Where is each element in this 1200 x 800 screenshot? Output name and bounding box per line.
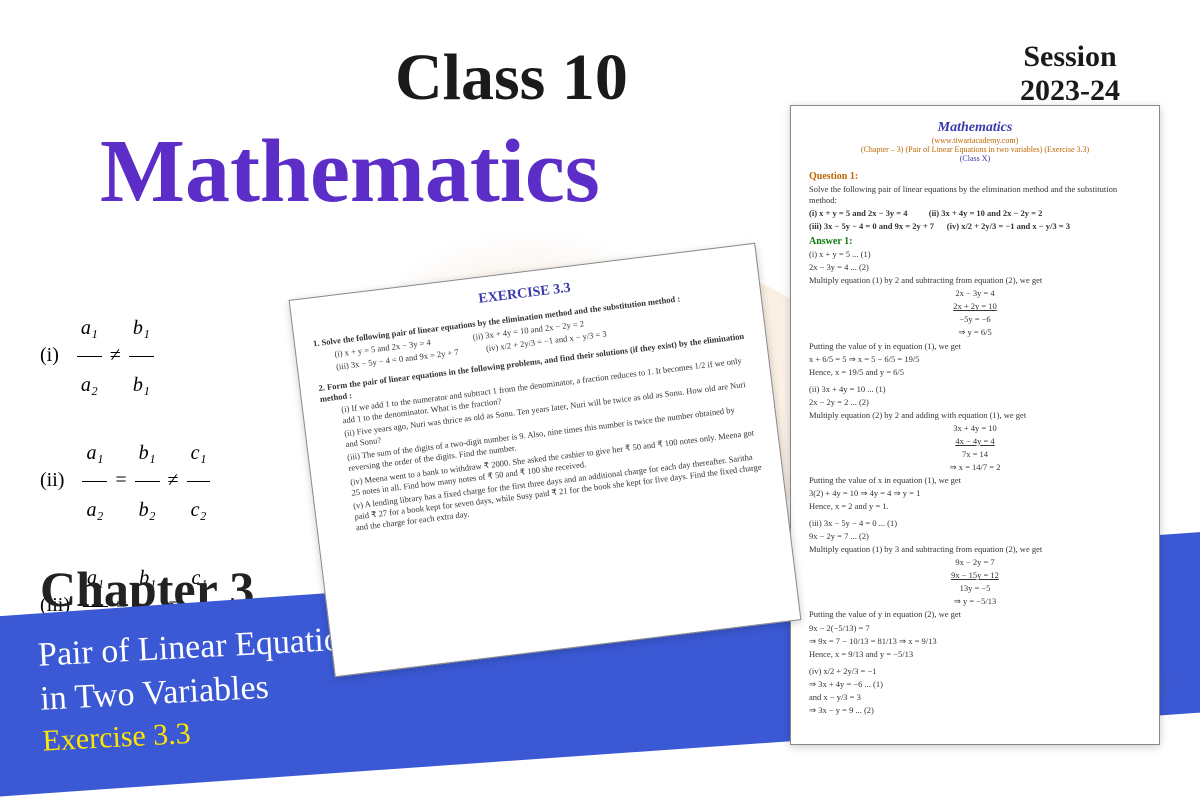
equation-i: (i) a₁a₂ ≠ b₁b₁ [40,300,214,413]
banner-text: Pair of Linear Equations in Two Variable… [37,616,377,761]
solution-page: Mathematics (www.tiwariacademy.com) (Cha… [790,105,1160,745]
exercise-page: EXERCISE 3.3 1. Solve the following pair… [289,243,802,677]
subject-title: Mathematics [100,120,600,223]
session-label: Session 2023-24 [1020,40,1120,108]
session-year: 2023-24 [1020,74,1120,107]
solution-title: Mathematics [809,120,1141,136]
session-word: Session [1023,40,1116,73]
class-title: Class 10 [395,40,628,116]
equation-ii: (ii) a₁a₂ = b₁b₂ ≠ c₁c₂ [40,425,214,538]
